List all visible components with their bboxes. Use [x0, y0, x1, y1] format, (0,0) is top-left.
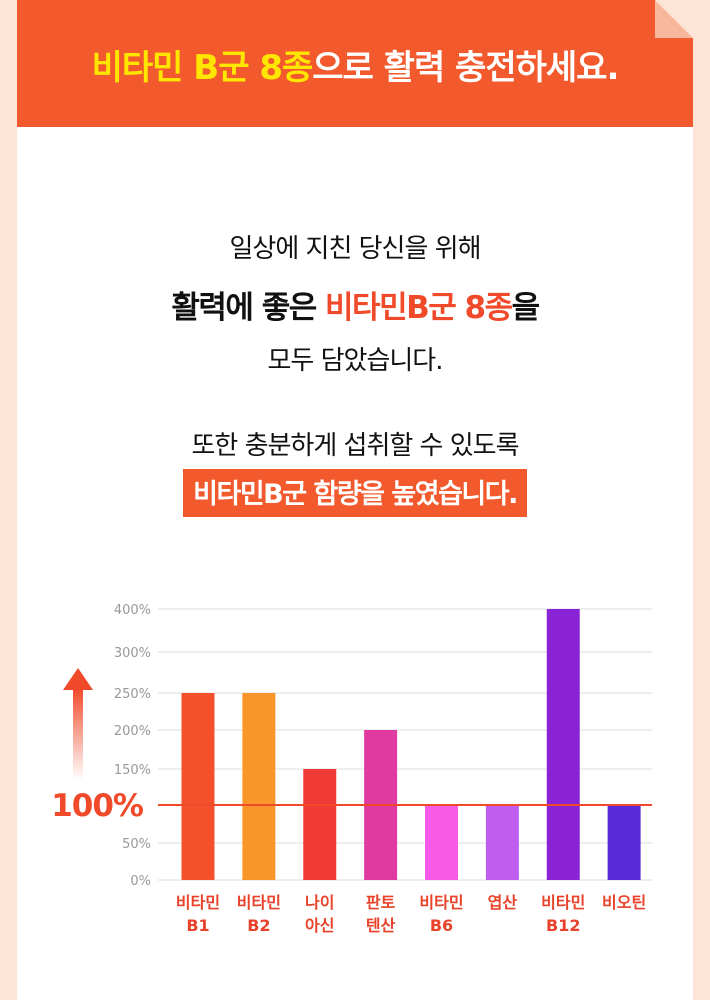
y-tick-label: 250% — [114, 687, 151, 702]
intro-line-2-start: 활력에 좋은 — [171, 290, 326, 326]
intro-line-5-wrap: 비타민B군 함량을 높였습니다. — [17, 469, 693, 517]
header-banner: 비타민 B군 8종으로 활력 충전하세요. — [17, 0, 693, 127]
intro-line-5-highlight: 비타민B군 함량을 높였습니다. — [183, 469, 527, 517]
intro-line-2: 활력에 좋은 비타민B군 8종을 — [17, 282, 693, 327]
y-tick-label: 0% — [130, 874, 151, 889]
bar — [485, 805, 519, 880]
reference-line-label: 100% — [51, 788, 144, 824]
intro-line-4: 또한 충분하게 섭취할 수 있도록 — [191, 431, 519, 461]
y-tick-label: 150% — [114, 763, 151, 778]
intro-line-3: 모두 담았습니다. — [267, 346, 444, 376]
page-fold-corner — [655, 0, 693, 38]
x-tick-label: 판토 — [366, 893, 396, 912]
x-tick-label: 아신 — [305, 916, 334, 935]
bar — [546, 609, 580, 880]
up-arrow-icon — [63, 668, 93, 690]
banner-title-highlight: 비타민 B군 8종 — [91, 48, 314, 88]
bar — [181, 693, 215, 880]
x-tick-label: B1 — [186, 916, 209, 935]
y-tick-label: 400% — [114, 603, 151, 618]
banner-title-rest: 으로 활력 충전하세요. — [312, 48, 619, 88]
intro-line-2-end: 을 — [511, 290, 541, 326]
x-tick-label: B6 — [430, 916, 453, 935]
intro-line-1: 일상에 지친 당신을 위해 — [229, 234, 482, 264]
x-tick-label: 비타민 — [541, 893, 585, 912]
x-tick-label: 텐산 — [366, 916, 396, 935]
bar — [303, 769, 337, 880]
y-tick-label: 50% — [122, 837, 151, 852]
bar — [242, 693, 276, 880]
x-tick-label: 나이 — [305, 893, 334, 912]
x-tick-label: 비타민 — [237, 893, 281, 912]
bar — [607, 805, 641, 880]
y-tick-label: 300% — [114, 646, 151, 661]
bar — [425, 805, 458, 880]
intro-line-2-highlight: 비타민B군 8종 — [325, 290, 513, 326]
x-tick-label: 비타민 — [419, 893, 463, 912]
x-tick-label: 비오틴 — [602, 893, 646, 912]
x-tick-label: B12 — [546, 916, 580, 935]
y-tick-label: 200% — [114, 724, 151, 739]
x-tick-label: B2 — [247, 916, 270, 935]
x-tick-label: 비타민 — [176, 893, 220, 912]
banner-title: 비타민 B군 8종으로 활력 충전하세요. — [17, 40, 693, 89]
up-arrow-shaft — [73, 688, 83, 780]
x-tick-label: 엽산 — [488, 893, 518, 912]
